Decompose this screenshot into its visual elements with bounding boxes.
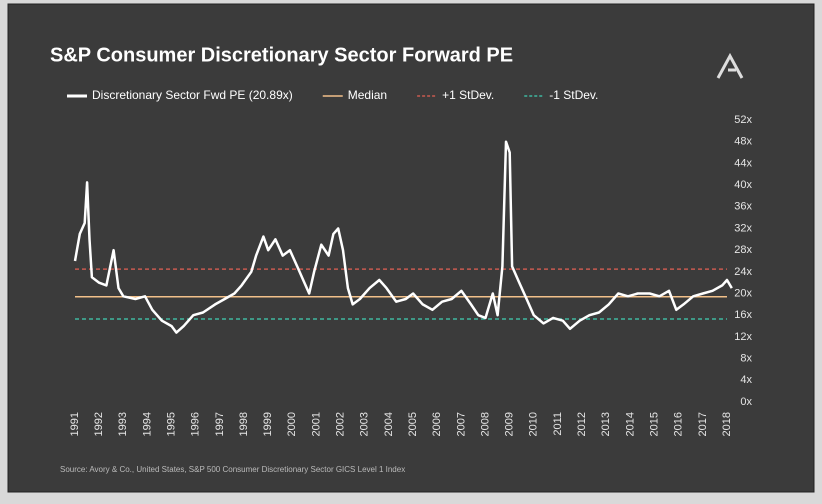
- y-tick-label: 48x: [734, 136, 752, 148]
- y-tick-label: 24x: [734, 266, 752, 278]
- y-tick-label: 16x: [734, 309, 752, 321]
- x-tick-label: 1995: [165, 412, 177, 436]
- x-tick-label: 1994: [141, 412, 153, 436]
- y-tick-label: 44x: [734, 157, 752, 169]
- x-tick-label: 2006: [431, 412, 443, 436]
- y-tick-label: 32x: [734, 222, 752, 234]
- chart-title: S&P Consumer Discretionary Sector Forwar…: [50, 44, 513, 66]
- y-tick-label: 28x: [734, 244, 752, 256]
- x-tick-label: 1993: [117, 412, 129, 436]
- legend-label: Discretionary Sector Fwd PE (20.89x): [92, 88, 293, 102]
- legend-label: +1 StDev.: [442, 88, 494, 102]
- source-note: Source: Avory & Co., United States, S&P …: [60, 465, 405, 474]
- x-tick-label: 2016: [673, 412, 685, 436]
- y-tick-label: 40x: [734, 179, 752, 191]
- x-tick-label: 2002: [335, 412, 347, 436]
- panel: [7, 3, 815, 493]
- logo: [716, 52, 744, 79]
- x-tick-label: 2001: [310, 412, 322, 436]
- x-tick-label: 2007: [455, 412, 467, 436]
- y-tick-label: 52x: [734, 114, 752, 126]
- x-tick-label: 1992: [93, 412, 105, 436]
- x-tick-label: 2005: [407, 412, 419, 436]
- x-tick-label: 2015: [648, 412, 660, 436]
- x-tick-label: 1999: [262, 412, 274, 436]
- x-tick-label: 2010: [528, 412, 540, 436]
- x-tick-label: 1997: [214, 412, 226, 436]
- y-tick-label: 8x: [740, 353, 752, 365]
- y-tick-label: 20x: [734, 287, 752, 299]
- x-tick-label: 2018: [721, 412, 733, 436]
- y-tick-label: 12x: [734, 331, 752, 343]
- x-tick-label: 2014: [624, 412, 636, 436]
- x-tick-label: 2003: [359, 412, 371, 436]
- x-tick-label: 2009: [504, 412, 516, 436]
- pe-line: [73, 140, 733, 334]
- x-tick-label: 2008: [479, 412, 491, 436]
- x-tick-label: 2000: [286, 412, 298, 436]
- x-tick-label: 1998: [238, 412, 250, 436]
- x-tick-label: 2017: [697, 412, 709, 436]
- x-tick-label: 1991: [69, 412, 81, 436]
- x-tick-label: 2011: [552, 412, 564, 436]
- legend-label: -1 StDev.: [549, 88, 598, 102]
- y-tick-label: 4x: [740, 374, 752, 386]
- x-tick-label: 2004: [383, 412, 395, 436]
- x-tick-label: 2012: [576, 412, 588, 436]
- x-tick-label: 1996: [190, 412, 202, 436]
- y-tick-label: 36x: [734, 201, 752, 213]
- y-tick-label: 0x: [740, 396, 752, 408]
- legend-label: Median: [348, 88, 387, 102]
- x-tick-label: 2013: [600, 412, 612, 436]
